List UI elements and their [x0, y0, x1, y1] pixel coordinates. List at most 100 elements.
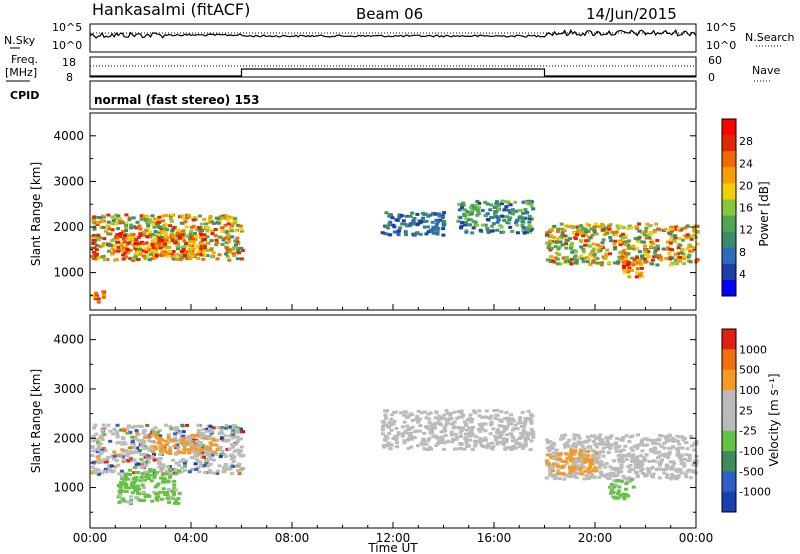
velocity-cell [221, 470, 226, 474]
velocity-cell [393, 434, 398, 438]
velocity-cell [498, 441, 503, 444]
power-cell [118, 232, 123, 236]
velocity-cell [689, 444, 694, 448]
velocity-cell [210, 453, 215, 457]
power-cell [664, 247, 669, 251]
velocity-cell [434, 434, 438, 438]
velocity-colorbar-swatch [722, 390, 736, 411]
velocity-cell [612, 474, 617, 478]
velocity-cell [621, 492, 626, 496]
velocity-cell [680, 435, 685, 439]
velocity-cell [523, 420, 528, 424]
power-cell [198, 252, 203, 256]
power-cell [654, 254, 659, 258]
power-cell [564, 259, 568, 263]
velocity-cell [207, 450, 212, 454]
power-cell [475, 223, 480, 227]
power-cell [170, 238, 175, 242]
power-cell [150, 257, 155, 261]
velocity-cell [202, 434, 207, 438]
power-cell [595, 257, 600, 261]
power-cell [226, 222, 231, 226]
power-cell [131, 256, 136, 260]
power-cell [407, 224, 412, 227]
velocity-cell [577, 468, 582, 471]
velocity-cell [90, 465, 95, 469]
power-cell [225, 215, 230, 219]
power-cell [190, 239, 195, 243]
velocity-cell [217, 464, 222, 468]
velocity-cell [223, 454, 228, 458]
velocity-cell [656, 456, 661, 460]
velocity-cell [97, 461, 102, 465]
velocity-cell [124, 477, 129, 481]
power-cell [156, 233, 161, 237]
power-cell [440, 216, 445, 220]
velocity-cell [593, 457, 598, 461]
power-cell [545, 231, 550, 235]
velocity-cell [578, 451, 583, 455]
power-cell [176, 241, 180, 245]
velocity-cell [157, 429, 162, 433]
velocity-cell [643, 458, 648, 462]
power-cell [419, 219, 424, 223]
power-cell [229, 224, 234, 227]
velocity-cell [231, 460, 236, 463]
velocity-cell [636, 460, 641, 464]
power-cell [495, 200, 499, 204]
velocity-cell [195, 454, 200, 458]
velocity-cell [402, 410, 407, 414]
velocity-cell [470, 417, 475, 421]
velocity-cell [573, 445, 578, 449]
velocity-cell [417, 429, 422, 433]
velocity-cell [635, 465, 640, 469]
velocity-cell [220, 431, 225, 435]
power-cell [186, 214, 191, 218]
power-cell [681, 252, 686, 256]
power-cell [682, 262, 687, 266]
date-title: 14/Jun/2015 [586, 5, 677, 23]
velocity-cell [121, 427, 126, 431]
power-cell [661, 247, 666, 251]
velocity-cell [156, 482, 161, 486]
power-colorbar-label: 4 [739, 268, 746, 281]
power-cell [209, 220, 214, 223]
velocity-cell [487, 416, 492, 420]
velocity-cell [195, 433, 200, 437]
power-cell [224, 245, 229, 249]
velocity-cell [158, 434, 163, 438]
velocity-cell [627, 476, 632, 480]
power-cell [179, 221, 184, 225]
power-cell [500, 214, 505, 218]
power-cell [142, 231, 147, 235]
velocity-cell [129, 483, 134, 487]
velocity-cell [599, 460, 604, 464]
velocity-cell [124, 448, 128, 452]
velocity-cell [215, 448, 220, 451]
power-cell [626, 252, 631, 256]
velocity-cell [232, 449, 237, 453]
velocity-cell [550, 466, 555, 470]
velocity-cell [514, 442, 519, 445]
velocity-cell [647, 471, 651, 475]
power-cell [549, 258, 554, 262]
velocity-cell [657, 450, 662, 454]
velocity-colorbar-swatch [722, 349, 736, 371]
power-colorbar-label: 12 [739, 224, 753, 237]
velocity-cell [193, 444, 198, 448]
power-cell [512, 210, 517, 214]
velocity-cell [506, 419, 511, 423]
velocity-cell [98, 451, 103, 455]
velocity-cell [191, 442, 196, 445]
power-cell [120, 248, 125, 252]
power-cell [220, 243, 225, 246]
velocity-cell [511, 439, 515, 443]
noise-lines [89, 28, 697, 39]
power-cell [210, 229, 215, 233]
power-cell [655, 239, 660, 242]
power-cell [607, 261, 612, 264]
velocity-cell [624, 487, 628, 491]
power-cell [132, 225, 136, 229]
velocity-cell [483, 422, 488, 426]
velocity-cell [198, 441, 203, 444]
